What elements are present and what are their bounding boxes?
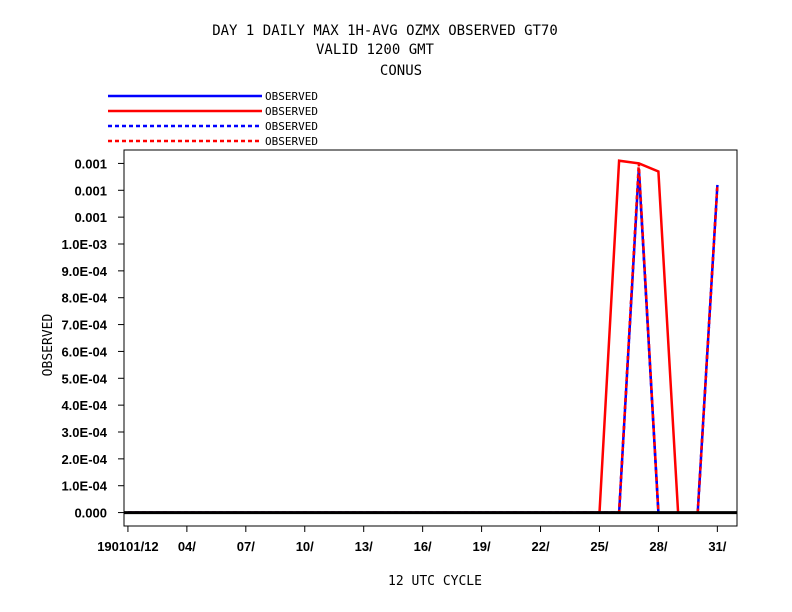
y-tick-label: 8.0E-04 [61,291,107,306]
x-tick-label: 25/ [590,539,608,554]
series-line-4 [127,163,660,514]
y-axis-title: OBSERVED [41,314,56,377]
legend: OBSERVED OBSERVED OBSERVED OBSERVED [108,90,318,148]
legend-label-1: OBSERVED [265,90,318,103]
x-tick-label: 16/ [414,539,432,554]
y-tick-label: 0.001 [74,210,107,225]
title-line-1: DAY 1 DAILY MAX 1H-AVG OZMX OBSERVED GT7… [212,23,558,39]
x-axis: 190101/12 04/07/10/13/16/19/22/25/28/31/ [97,526,727,554]
x-tick-label: 04/ [178,539,196,554]
x-tick-label: 13/ [355,539,373,554]
y-tick-label: 4.0E-04 [61,398,107,413]
y-tick-label: 3.0E-04 [61,425,107,440]
title-line-2: VALID 1200 GMT [316,42,435,58]
series-line-1 [127,168,660,514]
x-tick-label: 22/ [531,539,549,554]
x-tick-label: 19/ [473,539,491,554]
chart-title: DAY 1 DAILY MAX 1H-AVG OZMX OBSERVED GT7… [212,23,558,79]
y-tick-label: 9.0E-04 [61,264,107,279]
y-tick-label: 1.0E-04 [61,479,107,494]
legend-label-4: OBSERVED [265,135,318,148]
y-tick-label: 1.0E-03 [61,237,107,252]
series-line-4 [696,184,719,513]
title-line-3: CONUS [380,63,422,79]
y-tick-label: 0.001 [74,156,107,171]
x-axis-title: 12 UTC CYCLE [388,574,482,589]
y-tick-label: 0.001 [74,183,107,198]
x-tick-label: 07/ [237,539,255,554]
y-tick-label: 0.000 [74,506,107,521]
y-tick-label: 2.0E-04 [61,452,107,467]
series-layer [124,159,737,515]
x-tick-label: 31/ [708,539,726,554]
legend-label-2: OBSERVED [265,105,318,118]
plot-frame [123,149,738,527]
y-tick-label: 6.0E-04 [61,344,107,359]
legend-label-3: OBSERVED [265,120,318,133]
y-tick-label: 5.0E-04 [61,371,107,386]
series-line-2 [127,159,680,514]
x-tick-label: 28/ [649,539,667,554]
series-line-3 [127,168,660,514]
y-tick-label: 7.0E-04 [61,318,107,333]
x-tick-label: 10/ [296,539,314,554]
x-tick-label: 190101/12 [97,539,158,554]
y-axis: 0.000 1.0E-04 2.0E-04 3.0E-04 4.0E-04 5.0E-04… [61,156,124,521]
